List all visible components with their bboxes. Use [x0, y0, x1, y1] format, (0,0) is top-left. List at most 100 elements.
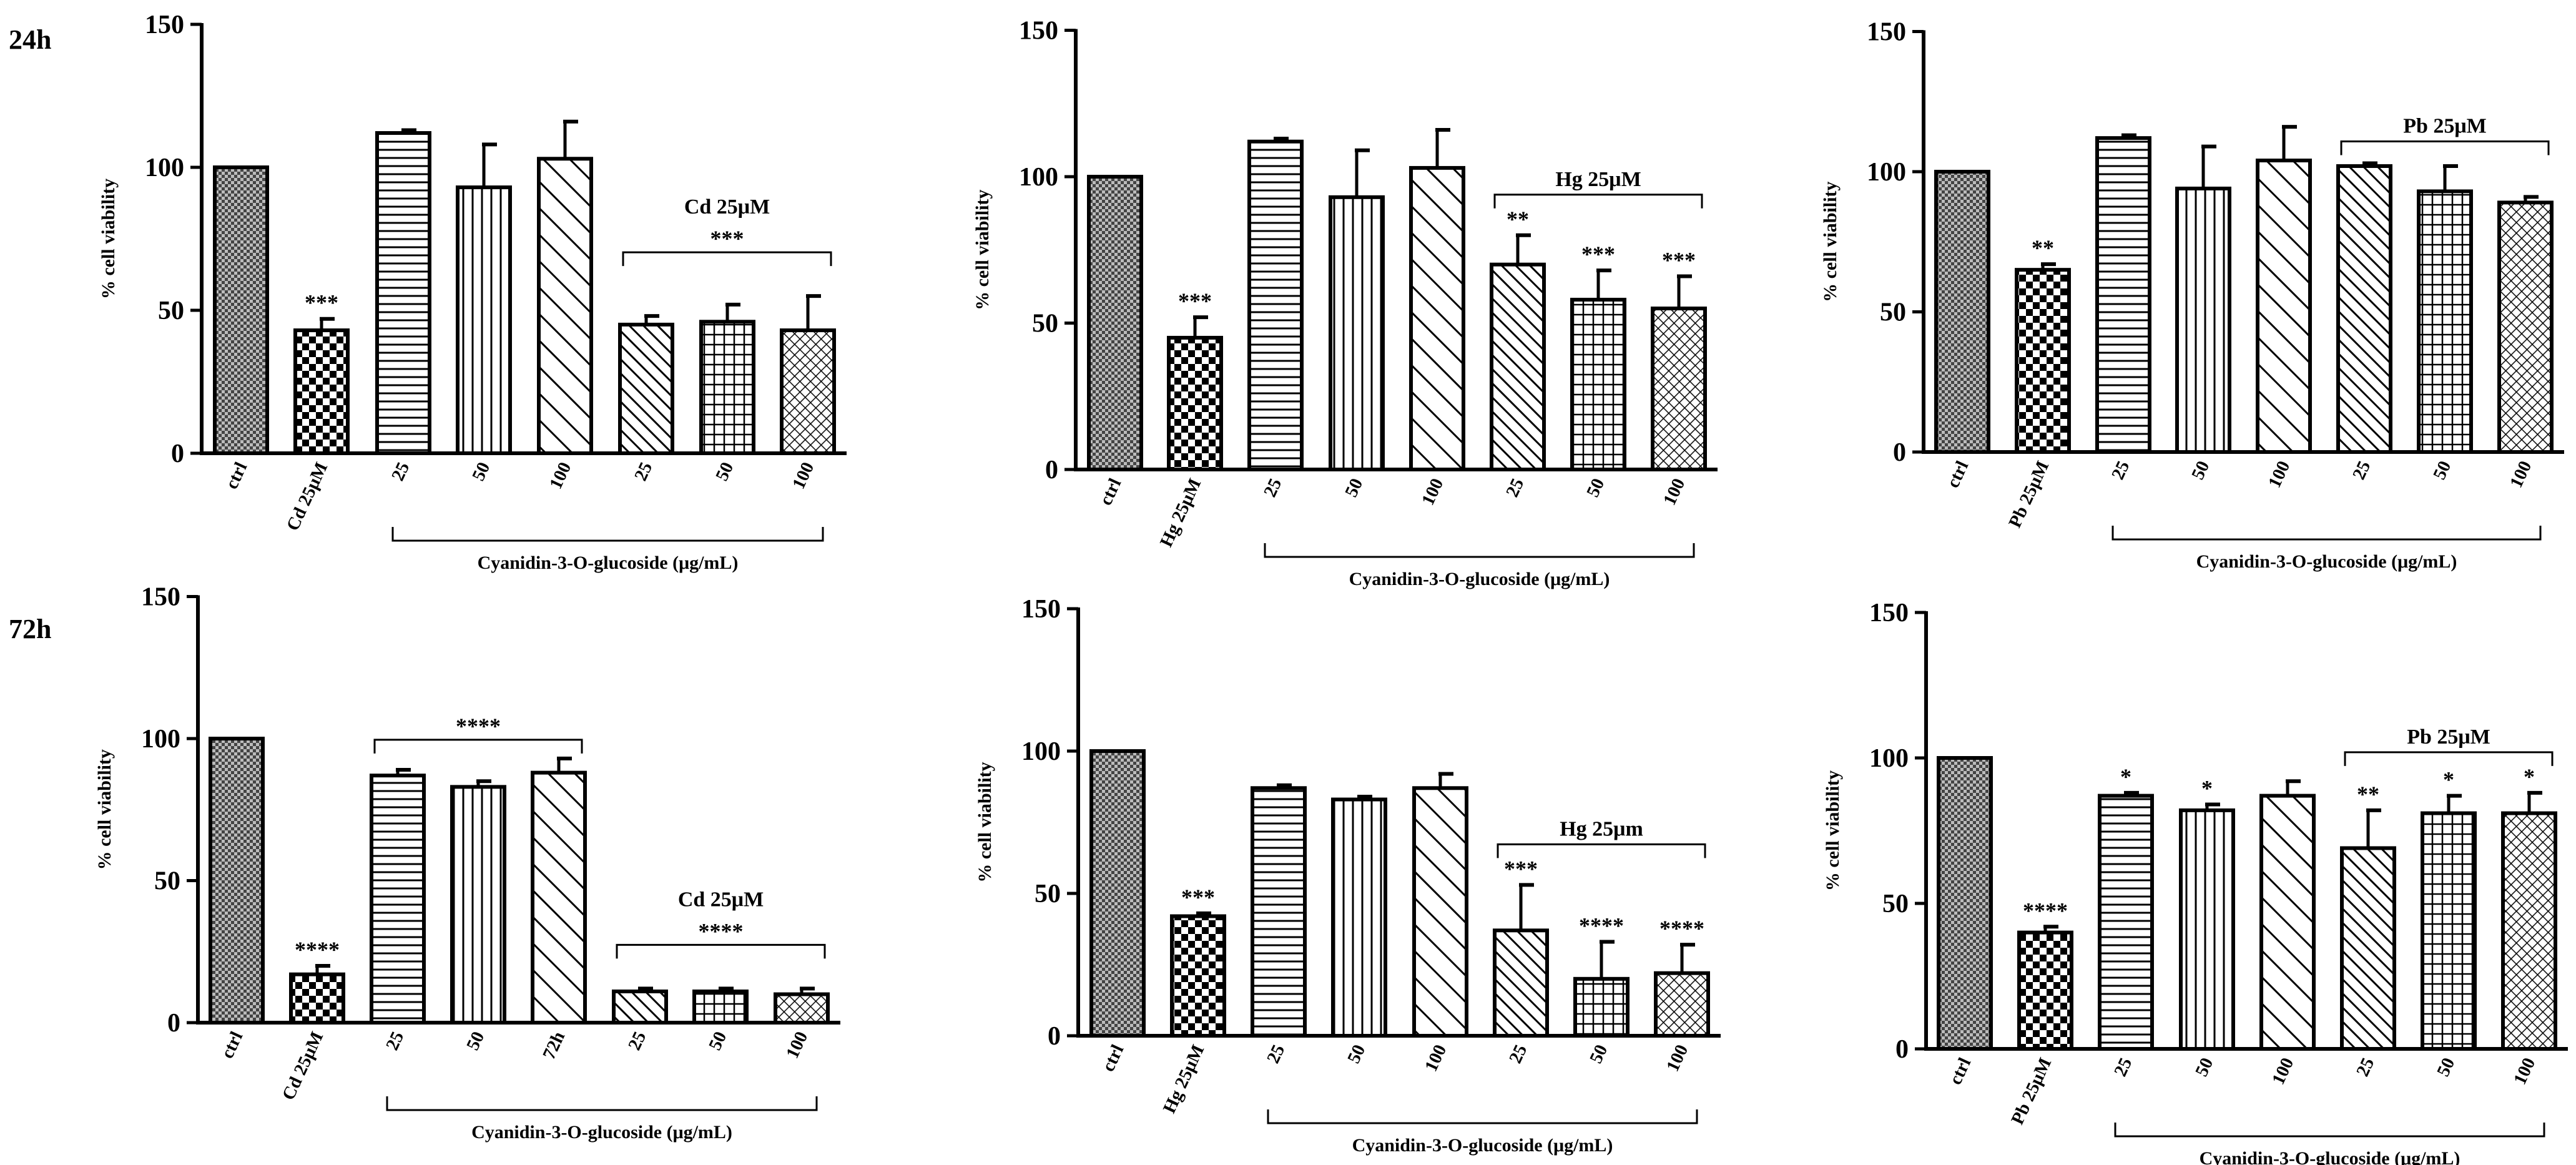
category-label-72h-pb-7: 100	[2510, 1054, 2539, 1088]
bar-72h-cd-0	[209, 737, 265, 1025]
y-tick-label-72h-pb-0: 0	[1895, 1035, 1909, 1064]
bar-72h-pb-3	[2179, 808, 2235, 1051]
x-axis-title-72h-pb: Cyanidin-3-O-glucoside (μg/mL)	[2200, 1148, 2460, 1165]
y-axis-title-24h-pb: % cell viability	[1820, 182, 1841, 302]
chart-panel-24h-hg: ctrl *** Hg 25μM 25 50 100 ** 25 *** 50 *** 100 0 50 1…	[972, 17, 1718, 589]
bar-72h-cd-7	[774, 992, 830, 1025]
y-tick-label-72h-cd-0: 0	[167, 1009, 180, 1038]
chart-panel-72h-pb: ctrl **** Pb 25μM * 25 * 50 100 ** 25 * 50 * 100 0 50 10…	[1822, 599, 2568, 1165]
bracket-label-72h-cd-1: Cd 25μM	[678, 888, 764, 911]
row-label-72h: 72h	[9, 614, 51, 644]
category-label-24h-cd-5: 25	[631, 459, 656, 484]
row-label-24h: 24h	[9, 24, 51, 55]
significance-24h-hg-1: ***	[1178, 288, 1212, 313]
category-label-72h-hg-2: 25	[1263, 1041, 1289, 1066]
category-label-24h-hg-3: 50	[1341, 475, 1367, 500]
bar-24h-cd-5	[618, 322, 674, 456]
bar-72h-pb-0	[1937, 756, 1993, 1051]
bar-72h-hg-1	[1170, 914, 1226, 1038]
category-label-24h-pb-1: Pb 25μM	[2005, 458, 2053, 531]
bar-24h-pb-2	[2095, 136, 2151, 454]
bar-72h-hg-3	[1331, 797, 1387, 1038]
treatment-bracket-72h-cd	[386, 1096, 818, 1111]
y-tick-label-24h-pb-2: 100	[1867, 158, 1906, 187]
bar-72h-cd-6	[692, 989, 749, 1025]
y-axis-title-24h-cd: % cell viability	[98, 179, 119, 299]
bracket-24h-hg-0	[1493, 194, 1703, 209]
y-tick-label-72h-pb-1: 50	[1882, 890, 1909, 918]
significance-72h-pb-7: *	[2524, 764, 2535, 789]
bar-72h-cd-4	[531, 770, 587, 1025]
category-label-72h-cd-1: Cd 25μM	[278, 1028, 328, 1103]
y-tick-label-72h-hg-3: 150	[1021, 595, 1061, 624]
bracket-72h-cd-0	[373, 739, 583, 754]
category-label-72h-cd-5: 25	[624, 1028, 650, 1053]
significance-72h-pb-1: ****	[2023, 898, 2068, 923]
category-label-24h-cd-6: 50	[712, 459, 737, 484]
bracket-24h-pb-0	[2340, 140, 2550, 155]
y-tick-label-72h-hg-1: 50	[1035, 880, 1061, 908]
y-tick-label-24h-pb-3: 150	[1867, 18, 1906, 47]
y-tick-label-24h-hg-0: 0	[1045, 456, 1058, 484]
y-tick-label-24h-cd-3: 150	[145, 11, 184, 39]
category-label-24h-pb-4: 100	[2264, 458, 2294, 491]
bar-24h-pb-4	[2256, 159, 2312, 454]
significance-72h-pb-2: *	[2120, 764, 2131, 789]
category-label-24h-pb-5: 25	[2349, 458, 2374, 483]
bracket-24h-cd-0	[622, 251, 832, 267]
bracket-label-24h-pb-0: Pb 25μM	[2403, 115, 2487, 138]
bar-24h-hg-7	[1651, 307, 1707, 471]
category-label-24h-cd-3: 50	[468, 459, 494, 484]
category-label-72h-cd-4: 72h	[539, 1028, 569, 1062]
significance-72h-pb-3: *	[2201, 776, 2213, 801]
x-axis-title-24h-pb: Cyanidin-3-O-glucoside (μg/mL)	[2196, 551, 2457, 572]
category-label-24h-pb-3: 50	[2188, 458, 2213, 483]
significance-72h-pb-5: **	[2357, 782, 2379, 807]
y-tick-label-24h-hg-1: 50	[1032, 310, 1058, 338]
y-tick-label-24h-pb-1: 50	[1880, 298, 1906, 327]
category-label-72h-hg-4: 100	[1421, 1041, 1450, 1074]
bar-24h-pb-7	[2497, 200, 2554, 454]
category-label-24h-hg-5: 25	[1502, 475, 1528, 500]
y-tick-label-24h-hg-2: 100	[1019, 163, 1058, 192]
bar-72h-cd-1	[289, 972, 345, 1025]
bracket-significance-72h-cd-1: ****	[699, 918, 744, 943]
y-tick-label-72h-cd-2: 100	[141, 725, 180, 754]
significance-72h-hg-6: ****	[1579, 913, 1624, 938]
significance-24h-pb-1: **	[2032, 235, 2054, 260]
bar-24h-hg-3	[1329, 195, 1385, 471]
bar-72h-pb-5	[2340, 846, 2396, 1051]
x-axis-title-24h-hg: Cyanidin-3-O-glucoside (μg/mL)	[1349, 569, 1610, 589]
significance-72h-pb-6: *	[2443, 767, 2454, 792]
category-label-72h-hg-3: 50	[1344, 1041, 1369, 1066]
x-axis-title-72h-cd: Cyanidin-3-O-glucoside (μg/mL)	[471, 1122, 732, 1143]
bar-24h-pb-6	[2417, 189, 2473, 454]
significance-24h-hg-5: **	[1507, 207, 1529, 232]
bar-24h-cd-4	[537, 157, 593, 455]
bar-72h-pb-2	[2098, 794, 2154, 1051]
bar-72h-hg-5	[1493, 928, 1549, 1038]
bar-72h-hg-6	[1573, 976, 1630, 1038]
category-label-24h-cd-4: 100	[546, 459, 575, 492]
bar-24h-cd-7	[780, 328, 836, 455]
bar-24h-pb-0	[1934, 170, 1990, 454]
bracket-72h-pb-0	[2344, 751, 2554, 766]
bar-24h-hg-6	[1570, 297, 1626, 471]
category-label-72h-cd-7: 100	[782, 1028, 812, 1061]
category-label-24h-pb-7: 100	[2506, 458, 2535, 491]
bar-24h-pb-5	[2336, 164, 2392, 454]
category-label-24h-hg-2: 25	[1260, 475, 1286, 500]
treatment-bracket-72h-hg	[1267, 1109, 1698, 1124]
bar-24h-cd-3	[456, 185, 512, 455]
bar-72h-hg-2	[1251, 786, 1307, 1038]
category-label-72h-pb-0: ctrl	[1945, 1054, 1975, 1088]
bar-72h-hg-0	[1089, 749, 1146, 1038]
category-label-24h-hg-0: ctrl	[1096, 475, 1125, 508]
category-label-72h-cd-6: 50	[705, 1028, 730, 1053]
bracket-72h-cd-1	[616, 943, 826, 959]
category-label-24h-hg-4: 100	[1418, 475, 1447, 508]
y-tick-label-72h-hg-0: 0	[1048, 1022, 1061, 1051]
y-tick-label-72h-cd-1: 50	[154, 867, 180, 896]
category-label-24h-cd-7: 100	[789, 459, 818, 492]
category-label-72h-pb-3: 50	[2191, 1054, 2217, 1079]
